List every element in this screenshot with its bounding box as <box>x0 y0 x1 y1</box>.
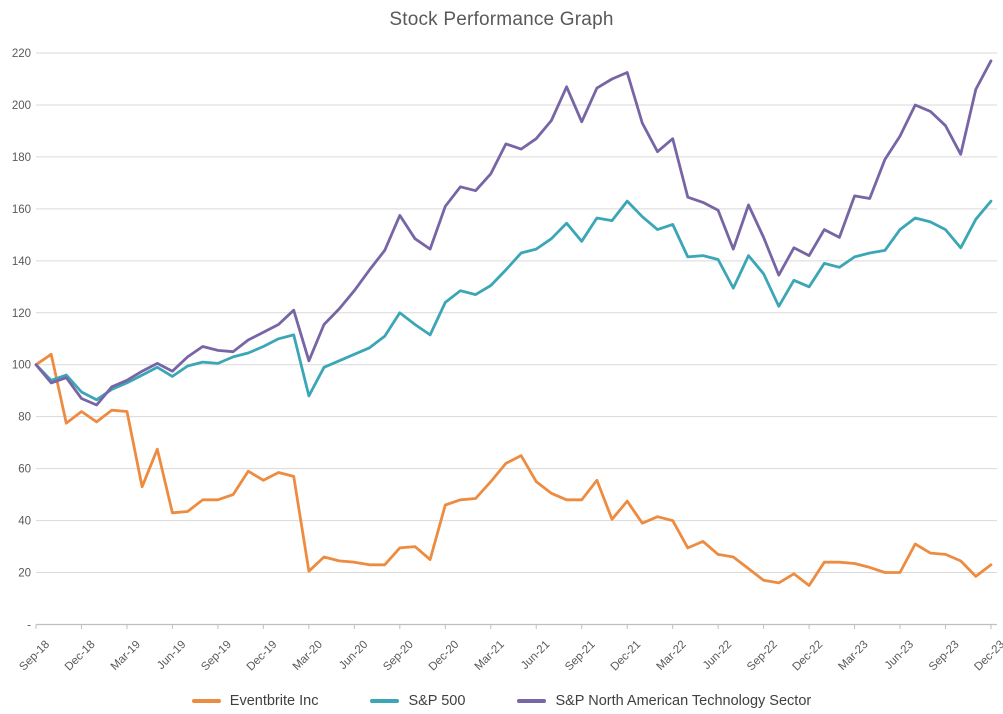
x-axis-label: Dec-22 <box>791 639 826 674</box>
series-line-s-p-500 <box>34 199 993 402</box>
y-axis-label: 40 <box>18 516 31 528</box>
legend-label-eventbrite: Eventbrite Inc <box>229 693 319 709</box>
chart-title: Stock Performance Graph <box>389 9 614 30</box>
x-axis-label: Mar-22 <box>655 639 689 673</box>
y-axis-label: 200 <box>12 100 31 112</box>
x-axis-label: Jun-19 <box>155 639 188 672</box>
series-line-eventbrite-inc <box>34 352 993 587</box>
x-axis-label: Mar-21 <box>473 639 507 673</box>
chart-legend: Eventbrite Inc S&P 500 S&P North America… <box>0 693 1003 709</box>
y-axis-label: 120 <box>12 308 31 320</box>
x-axis-label: Jun-22 <box>701 639 734 672</box>
x-axis-label: Mar-20 <box>291 639 325 673</box>
legend-item-tech-sector: S&P North American Technology Sector <box>517 693 811 709</box>
x-axis-label: Sep-20 <box>381 639 416 674</box>
y-axis-label: 160 <box>12 204 31 216</box>
x-axis-label: Dec-21 <box>609 639 644 674</box>
x-axis-label: Mar-23 <box>836 639 870 673</box>
y-axis-label: 220 <box>12 48 31 60</box>
eventbrite-line-swatch-icon <box>191 699 221 703</box>
series-line-s-p-north-american-technology-sector <box>34 59 993 407</box>
y-axis-label: 140 <box>12 256 31 268</box>
legend-item-eventbrite: Eventbrite Inc <box>191 693 319 709</box>
x-axis-label: Sep-22 <box>745 639 780 674</box>
x-axis-label: Dec-18 <box>63 639 98 674</box>
x-axis-label: Sep-23 <box>927 639 962 674</box>
legend-label-sp500: S&P 500 <box>408 693 466 709</box>
y-axis-label: 60 <box>18 464 31 476</box>
x-axis-label: Sep-21 <box>563 639 598 674</box>
y-axis-label: 20 <box>18 568 31 580</box>
x-axis-label: Jun-21 <box>519 639 552 672</box>
tech-sector-line-swatch-icon <box>517 699 547 703</box>
x-axis-label: Sep-19 <box>199 639 234 674</box>
y-axis-label: - <box>27 620 31 632</box>
x-axis-label: Sep-18 <box>17 639 52 674</box>
sp500-line-swatch-icon <box>370 699 400 703</box>
y-axis-label: 100 <box>12 360 31 372</box>
y-axis-label: 80 <box>18 412 31 424</box>
legend-label-tech-sector: S&P North American Technology Sector <box>555 693 812 709</box>
x-axis-label: Jun-20 <box>337 639 370 672</box>
x-axis-label: Dec-20 <box>427 639 462 674</box>
y-axis-label: 180 <box>12 152 31 164</box>
x-axis-label: Dec-19 <box>245 639 280 674</box>
legend-item-sp500: S&P 500 <box>370 693 465 709</box>
x-axis-label: Mar-19 <box>109 639 143 673</box>
x-axis-label: Dec-23 <box>972 639 1003 674</box>
x-axis-label: Jun-23 <box>883 639 916 672</box>
